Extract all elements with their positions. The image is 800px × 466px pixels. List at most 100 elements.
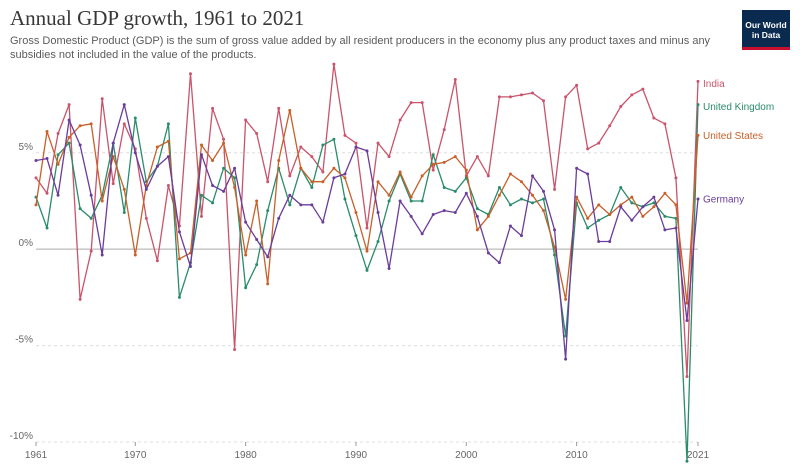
data-point-germany [652, 195, 656, 199]
logo-accent-bar [742, 47, 790, 50]
data-point-united-states [497, 193, 501, 197]
data-point-united-states [508, 172, 512, 176]
data-point-germany [188, 265, 192, 269]
data-point-united-kingdom [619, 185, 623, 189]
x-tick-label: 1961 [25, 450, 48, 461]
data-point-united-states [89, 122, 93, 126]
data-point-united-states [475, 228, 479, 232]
data-point-united-states [100, 199, 104, 203]
data-point-india [398, 118, 402, 122]
data-point-united-states [542, 209, 546, 213]
data-point-germany [56, 193, 60, 197]
data-point-united-kingdom [343, 197, 347, 201]
data-point-india [575, 83, 579, 87]
data-point-germany [255, 238, 259, 242]
data-point-united-states [255, 199, 259, 203]
data-point-germany [696, 197, 700, 201]
data-point-united-states [442, 160, 446, 164]
data-point-united-states [343, 176, 347, 180]
data-point-united-kingdom [553, 253, 557, 257]
series-label-germany[interactable]: Germany [703, 195, 744, 206]
data-point-united-states [519, 180, 523, 184]
data-point-india [376, 141, 380, 145]
series-label-united-states[interactable]: United States [703, 131, 763, 142]
data-point-india [321, 170, 325, 174]
series-line-united-kingdom[interactable] [35, 104, 699, 462]
y-tick-label: 5% [19, 142, 34, 153]
data-point-india [409, 101, 413, 105]
data-point-united-states [354, 211, 358, 215]
y-tick-label: -10% [10, 431, 33, 442]
data-point-united-states [233, 185, 237, 189]
owid-logo[interactable]: Our World in Data [742, 10, 790, 50]
data-point-germany [244, 220, 248, 224]
data-point-united-states [177, 257, 181, 261]
data-point-united-states [608, 212, 612, 216]
data-point-united-states [365, 249, 369, 253]
data-point-india [122, 122, 126, 126]
data-point-india [310, 155, 314, 159]
data-point-united-states [564, 297, 568, 301]
data-point-germany [442, 209, 446, 213]
data-point-india [519, 93, 523, 97]
data-point-india [586, 147, 590, 151]
data-point-united-states [56, 162, 60, 166]
data-point-united-states [310, 180, 314, 184]
data-point-india [45, 191, 49, 195]
data-point-united-kingdom [409, 199, 413, 203]
data-point-united-kingdom [663, 214, 667, 218]
data-point-united-kingdom [122, 211, 126, 215]
data-point-united-states [332, 166, 336, 170]
data-point-united-kingdom [310, 185, 314, 189]
data-point-united-states [685, 301, 689, 305]
data-point-india [343, 133, 347, 137]
data-point-united-kingdom [177, 295, 181, 299]
data-point-united-kingdom [431, 153, 435, 157]
data-point-united-states [244, 253, 248, 257]
data-point-germany [332, 176, 336, 180]
data-point-india [255, 131, 259, 135]
series-label-india[interactable]: India [703, 79, 725, 90]
data-point-united-kingdom [365, 268, 369, 272]
data-point-united-states [376, 180, 380, 184]
data-point-india [674, 176, 678, 180]
data-point-germany [122, 103, 126, 107]
data-point-germany [67, 118, 71, 122]
data-point-india [211, 106, 215, 110]
series-line-united-states[interactable] [35, 109, 699, 304]
data-point-united-kingdom [542, 197, 546, 201]
data-point-germany [553, 228, 557, 232]
data-point-united-kingdom [597, 218, 601, 222]
data-point-united-kingdom [376, 239, 380, 243]
logo-line-2: in Data [751, 30, 781, 40]
data-point-germany [575, 166, 579, 170]
data-point-germany [453, 211, 457, 215]
data-point-united-states [34, 203, 38, 207]
data-point-germany [354, 145, 358, 149]
data-point-united-kingdom [321, 143, 325, 147]
data-point-india [244, 118, 248, 122]
data-point-india [475, 155, 479, 159]
data-point-united-kingdom [685, 459, 689, 463]
data-point-united-kingdom [266, 209, 270, 213]
series-label-united-kingdom[interactable]: United Kingdom [703, 102, 774, 113]
data-point-united-kingdom [255, 263, 259, 267]
chart-subtitle: Gross Domestic Product (GDP) is the sum … [10, 35, 711, 61]
data-point-germany [376, 211, 380, 215]
data-point-germany [387, 266, 391, 270]
data-point-united-kingdom [244, 286, 248, 290]
data-point-germany [133, 151, 137, 155]
data-point-united-kingdom [67, 141, 71, 145]
data-point-india [188, 72, 192, 76]
data-point-germany [78, 143, 82, 147]
data-point-india [222, 137, 226, 141]
data-point-germany [45, 157, 49, 161]
data-point-india [486, 174, 490, 178]
data-point-united-kingdom [652, 201, 656, 205]
data-point-united-states [200, 143, 203, 147]
x-tick-label: 2000 [455, 450, 478, 461]
data-point-india [508, 95, 512, 99]
data-point-germany [685, 319, 689, 323]
data-point-united-kingdom [211, 201, 215, 205]
